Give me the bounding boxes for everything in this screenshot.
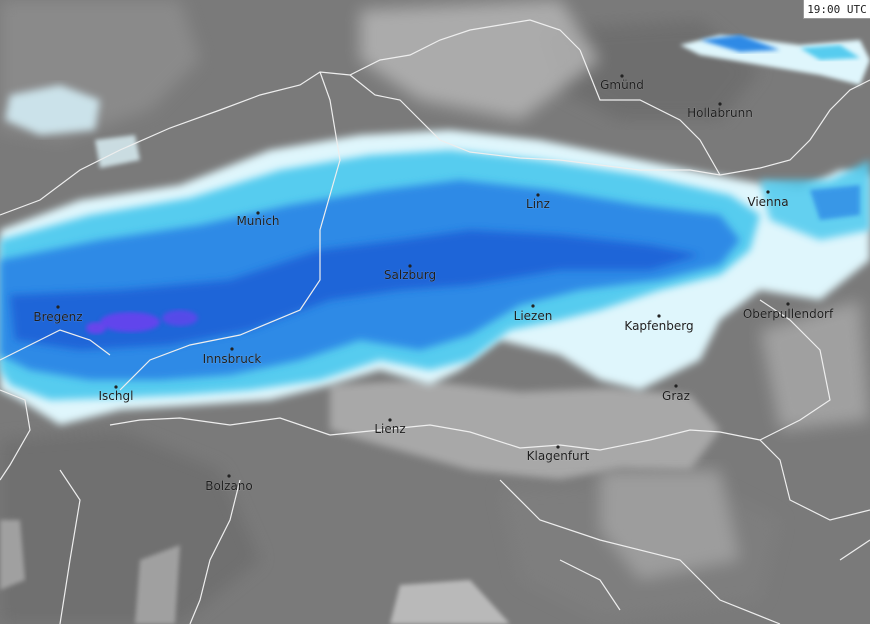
city-klagenfurt[interactable]: Klagenfurt [526, 445, 590, 463]
city-label: Vienna [747, 195, 788, 209]
city-dot-icon [657, 314, 661, 318]
city-label: Salzburg [384, 268, 436, 282]
city-label: Ischgl [99, 389, 134, 403]
city-hollabrunn[interactable]: Hollabrunn [687, 102, 753, 120]
city-dot-icon [230, 347, 234, 351]
precipitation-layer [0, 35, 870, 425]
city-ischgl[interactable]: Ischgl [98, 385, 134, 403]
city-linz[interactable]: Linz [526, 193, 550, 211]
cities-layer: Gmünd Hollabrunn Linz Vienna Munich Salz… [33, 74, 834, 493]
city-label: Hollabrunn [687, 106, 753, 120]
borders-layer [0, 19, 870, 624]
city-label: Linz [526, 197, 550, 211]
city-label: Bregenz [33, 310, 82, 324]
city-liezen[interactable]: Liezen [513, 304, 553, 323]
city-dot-icon [674, 384, 678, 388]
city-label: Oberpullendorf [743, 307, 834, 321]
city-label: Munich [236, 214, 279, 228]
city-dot-icon [531, 304, 535, 308]
city-vienna[interactable]: Vienna [747, 190, 789, 209]
city-label: Lienz [374, 422, 405, 436]
city-dot-icon [718, 102, 722, 106]
city-label: Klagenfurt [527, 449, 590, 463]
city-label: Innsbruck [203, 352, 262, 366]
city-innsbruck[interactable]: Innsbruck [202, 347, 262, 366]
city-label: Graz [662, 389, 690, 403]
timestamp-label: 19:00 UTC [803, 0, 870, 19]
city-bolzano[interactable]: Bolzano [205, 474, 253, 493]
city-dot-icon [227, 474, 231, 478]
city-dot-icon [408, 264, 412, 268]
city-bregenz[interactable]: Bregenz [33, 305, 83, 324]
city-dot-icon [114, 385, 118, 389]
city-dot-icon [620, 74, 624, 78]
city-lienz[interactable]: Lienz [374, 418, 406, 436]
city-kapfenberg[interactable]: Kapfenberg [624, 314, 694, 333]
city-label: Bolzano [205, 479, 253, 493]
city-graz[interactable]: Graz [662, 384, 690, 403]
city-label: Liezen [514, 309, 553, 323]
city-dot-icon [536, 193, 540, 197]
city-label: Gmünd [600, 78, 644, 92]
city-salzburg[interactable]: Salzburg [384, 264, 436, 282]
city-dot-icon [56, 305, 60, 309]
city-dot-icon [766, 190, 770, 194]
city-dot-icon [388, 418, 392, 422]
city-gmund[interactable]: Gmünd [600, 74, 644, 92]
city-oberpullendorf[interactable]: Oberpullendorf [743, 302, 834, 321]
city-dot-icon [556, 445, 560, 449]
city-dot-icon [786, 302, 790, 306]
city-dot-icon [256, 211, 260, 215]
city-munich[interactable]: Munich [236, 211, 280, 228]
city-label: Kapfenberg [624, 319, 693, 333]
